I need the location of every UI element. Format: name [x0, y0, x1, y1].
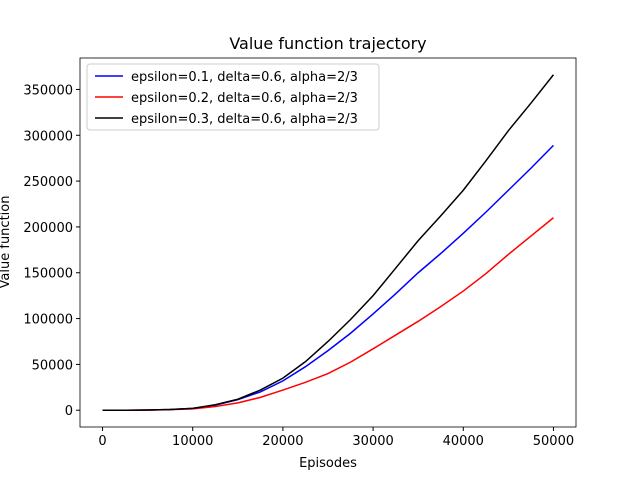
x-tick-label: 30000 [352, 434, 393, 449]
series-line [102, 74, 555, 411]
y-tick-label: 150000 [23, 267, 73, 282]
x-tick-label: 10000 [172, 434, 213, 449]
x-tick-label: 40000 [443, 434, 484, 449]
y-tick-label: 50000 [32, 358, 73, 373]
legend-label: epsilon=0.2, delta=0.6, alpha=2/3 [131, 91, 358, 106]
x-axis-label: Episodes [299, 456, 357, 471]
legend-label: epsilon=0.1, delta=0.6, alpha=2/3 [131, 70, 358, 85]
x-tick-label: 20000 [262, 434, 303, 449]
axes-frame [79, 57, 577, 428]
y-tick-label: 200000 [23, 221, 73, 236]
y-tick-label: 300000 [23, 129, 73, 144]
y-axis-label: Value function [0, 196, 13, 289]
x-tick-label: 50000 [533, 434, 574, 449]
y-tick-label: 250000 [23, 175, 73, 190]
y-tick-label: 350000 [23, 83, 73, 98]
chart-title: Value function trajectory [229, 34, 426, 53]
y-tick-label: 100000 [23, 313, 73, 328]
x-tick-label: 0 [98, 434, 106, 449]
y-tick-label: 0 [65, 404, 73, 419]
legend-label: epsilon=0.3, delta=0.6, alpha=2/3 [131, 112, 358, 127]
legend-box [86, 63, 380, 131]
